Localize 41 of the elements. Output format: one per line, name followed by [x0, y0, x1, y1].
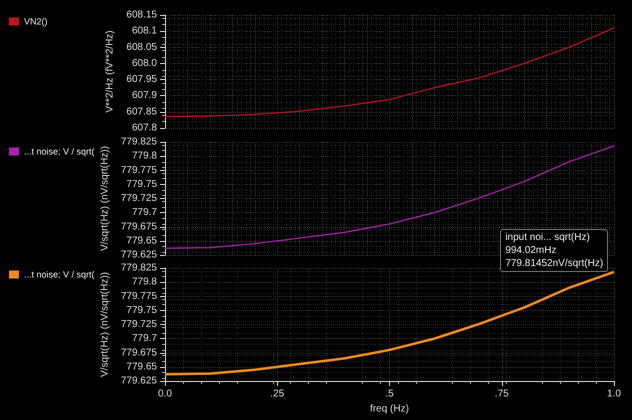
legend-label: VN2(): [24, 16, 48, 26]
x-tick-label: .25: [270, 388, 285, 400]
x-tick-label: 0.0: [158, 388, 172, 400]
x-tick-label: .75: [494, 388, 510, 400]
y-tick-label: 607.95: [126, 74, 158, 86]
legend-label: ...t noise; V / sqrt(: [24, 146, 95, 156]
y-tick-label: 608.1: [132, 26, 158, 37]
line-series: [164, 27, 615, 118]
x-axis-title: freq (Hz): [370, 403, 409, 414]
y-tick-label: 779.725: [120, 193, 158, 204]
y-tick-label: 779.725: [120, 319, 158, 330]
y-tick-label: 779.65: [126, 361, 158, 372]
y-tick-label: 608.15: [126, 10, 158, 20]
y-tick-label: 608.0: [132, 58, 158, 69]
y-axis-title: V**2/Hz (fV**2/Hz): [104, 30, 116, 113]
y-axis-title: V/sqrt(Hz) (nV/sqrt(Hz)): [99, 272, 110, 377]
y-tick-label: 608.05: [126, 42, 158, 53]
legend-label: ...t noise; V / sqrt(: [24, 270, 95, 280]
annotation: input noi... sqrt(Hz) 994.02mHz 779.81452nV/sqrt(Hz): [500, 228, 608, 272]
y-tick-label: 779.825: [120, 136, 158, 148]
y-tick-label: 779.825: [120, 262, 158, 274]
y-tick-label: 607.8: [132, 122, 158, 134]
y-tick-label: 779.775: [120, 290, 158, 302]
y-tick-label: 779.675: [120, 221, 158, 232]
y-axis-title: V/sqrt(Hz) (nV/sqrt(Hz)): [99, 146, 110, 251]
y-tick-label: 779.625: [120, 376, 158, 386]
y-tick-label: 607.85: [126, 106, 158, 118]
y-tick-label: 779.775: [120, 164, 158, 176]
y-tick-label: 779.7: [132, 207, 158, 218]
x-tick-label: .5: [385, 388, 394, 400]
y-tick-label: 779.75: [126, 304, 158, 316]
y-tick-label: 779.75: [126, 178, 158, 190]
y-tick-label: 779.65: [126, 235, 158, 246]
y-tick-label: 607.9: [132, 90, 158, 102]
line-series: [164, 270, 616, 376]
y-tick-label: 779.625: [120, 250, 158, 260]
x-tick-label: 1.0: [607, 388, 622, 400]
y-tick-label: 779.8: [132, 150, 158, 162]
y-tick-label: 779.675: [120, 347, 158, 358]
y-tick-label: 779.8: [132, 276, 158, 288]
y-tick-label: 779.7: [132, 333, 158, 344]
